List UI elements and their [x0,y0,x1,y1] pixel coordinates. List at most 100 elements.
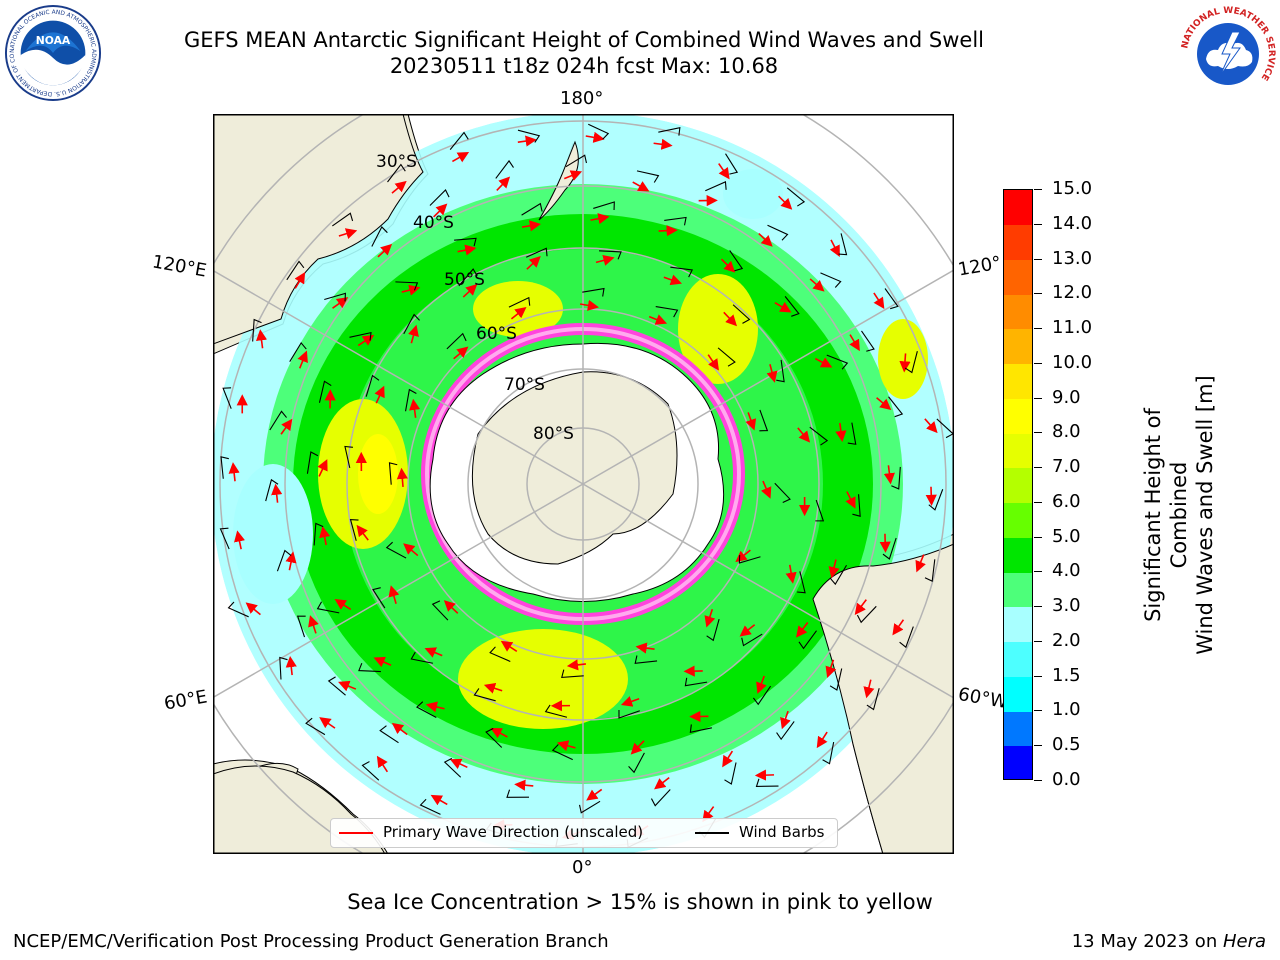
wind-barb [349,331,372,341]
colorbar-segment [1004,433,1032,469]
wind-barb [289,341,307,362]
wind-barb [316,601,340,614]
colorbar-segment [1004,398,1032,434]
wind-barb [458,268,478,287]
colorbar-tick [1034,571,1042,573]
wave-arrow [704,608,716,628]
colorbar-segment [1004,746,1032,779]
wave-arrow [373,656,392,668]
wave-arrow [835,422,847,443]
wind-barb [664,216,687,226]
wind-barb [815,499,825,522]
lat-label-60s: 60°S [476,324,517,344]
lat-label-70s: 70°S [504,375,545,395]
wind-barb [372,587,386,609]
wave-arrow [879,533,891,553]
wind-barb [306,451,319,474]
wind-legend-line [695,832,729,834]
wave-arrow [739,624,756,637]
wind-barb [525,247,548,258]
wave-arrow [774,301,792,313]
wave-arrow [449,758,468,770]
polar-map-svg [213,114,954,854]
wind-barb [820,272,842,288]
wind-barb [655,306,679,318]
wave-arrow [294,271,306,289]
wave-arrow [797,427,811,443]
footer-date-text: 13 May 2023 on [1071,931,1223,952]
wind-barb [517,129,541,143]
wind-barb [582,287,605,297]
wind-barb [784,296,800,317]
colorbar-label: 15.0 [1052,178,1093,199]
wind-barb [725,153,739,175]
wind-barb [729,250,744,272]
wave-arrow [271,483,283,503]
wind-barb [395,281,419,291]
wave-arrow [809,278,825,292]
wind-barb [599,250,622,260]
wave-arrow [391,180,407,194]
wind-barb [924,559,936,583]
wave-arrow [374,385,385,404]
lon-label-120e: 120°E [150,251,209,282]
wave-arrow [590,213,610,225]
wind-barb [636,170,660,183]
wave-arrow [828,559,840,579]
wind-barb [296,615,306,638]
wave-arrow [863,679,875,699]
wave-arrow [924,418,938,434]
colorbar-label: 4.0 [1052,560,1081,582]
wind-barb [344,445,353,469]
sea-ice-note: Sea Ice Concentration > 15% is shown in … [347,890,933,914]
wave-arrow [663,274,682,286]
colorbar-label: 0.0 [1052,769,1081,790]
wind-barb [349,518,359,541]
wave-arrow [451,151,470,163]
wave-arrow [425,701,445,713]
colorbar-label: 14.0 [1052,212,1093,234]
wind-barbs [219,123,954,849]
wind-barb [286,260,305,281]
wind-barb [454,237,477,247]
polar-map [213,114,954,854]
lon-label-0: 0° [572,857,593,878]
wave-arrow [334,598,352,611]
wind-barb [798,630,817,650]
wave-arrow [462,284,478,298]
wave-arrow [925,486,937,506]
colorbar-segment [1004,329,1032,365]
wind-barb [429,189,450,206]
colorbar-label: 9.0 [1052,386,1081,408]
colorbar-segment [1004,468,1032,504]
wind-barb [838,233,848,256]
wave-arrow [319,526,331,546]
wave-arrow [707,354,719,371]
colorbar-label: 1.5 [1052,664,1081,686]
map-legend: Primary Wave Direction (unscaled) Wind B… [330,818,838,848]
wind-barb [371,226,388,247]
wave-arrow [490,728,508,739]
colorbar-label: 5.0 [1052,525,1081,547]
wave-arrow [496,176,511,191]
wave-arrow [756,675,767,694]
wind-barb [755,778,779,787]
wind-barb [588,123,610,140]
wind-barb [593,201,615,210]
colorbar-tick [1034,606,1042,608]
colorbar-title-line1: Significant Height of Combined [1141,408,1191,622]
wave-arrow [514,779,534,791]
wind-barb [431,600,449,621]
wave-arrow [595,254,615,266]
wave-arrow [457,244,477,256]
wind-barb [658,126,681,136]
colorbar-tick [1034,258,1042,260]
wind-barb [358,662,381,673]
colorbar-segment [1004,641,1032,677]
chart-subtitle: 20230511 t18z 024h fcst Max: 10.68 [389,54,779,78]
wind-barb [884,288,899,310]
colorbar-label: 3.0 [1052,595,1081,617]
wave-arrow [722,750,734,768]
wave-arrow [453,346,469,360]
wave-arrow [308,615,319,634]
